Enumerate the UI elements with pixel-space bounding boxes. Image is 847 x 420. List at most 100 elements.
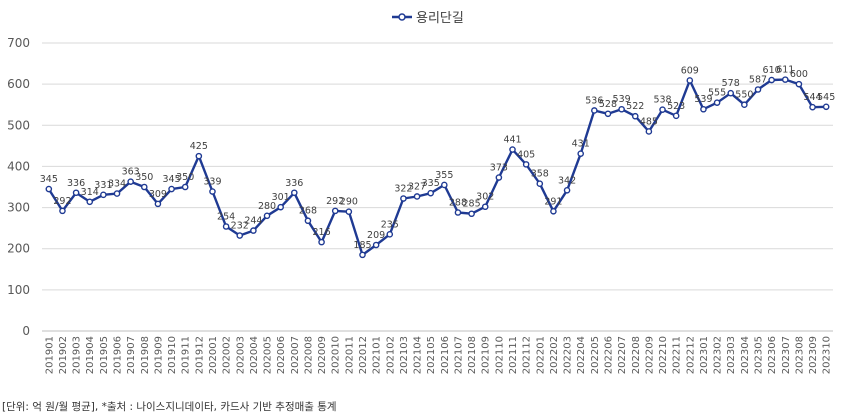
data-label: 290 (340, 197, 358, 208)
x-tick-label: 201910 (167, 336, 178, 374)
data-point (550, 207, 557, 215)
data-point (127, 178, 134, 185)
data-label: 301 (272, 192, 290, 203)
data-point (304, 217, 312, 225)
data-point (809, 103, 816, 111)
data-point (768, 76, 775, 84)
gridlines (42, 42, 833, 332)
data-point (263, 212, 271, 220)
x-tick-label: 202107 (453, 336, 464, 374)
data-label: 545 (817, 92, 835, 103)
x-tick-label: 202004 (249, 336, 260, 374)
data-point (618, 105, 625, 113)
x-tick-label: 202009 (317, 336, 328, 374)
data-label: 336 (67, 178, 85, 189)
x-tick-label: 201908 (140, 336, 151, 374)
data-label: 334 (108, 179, 126, 190)
x-tick-label: 202001 (208, 336, 219, 374)
data-point (481, 203, 489, 211)
data-point (195, 152, 203, 160)
data-label: 335 (422, 178, 440, 189)
data-label: 216 (313, 227, 331, 238)
x-tick-label: 202005 (263, 336, 274, 374)
data-label: 538 (653, 95, 671, 106)
data-label: 292 (53, 196, 71, 207)
data-label: 485 (640, 116, 658, 127)
data-label: 350 (135, 172, 153, 183)
data-point (713, 99, 721, 106)
data-label: 544 (803, 92, 821, 103)
x-tick-label: 202105 (426, 336, 437, 374)
x-tick-label: 202304 (740, 336, 751, 374)
data-label: 345 (162, 174, 180, 185)
x-tick-label: 201905 (99, 336, 110, 374)
data-point (604, 110, 612, 118)
legend-label: 용리단길 (416, 11, 464, 26)
data-point (822, 103, 830, 111)
x-tick-label: 201901 (44, 336, 55, 374)
x-tick-label: 202308 (794, 336, 805, 374)
x-tick-label: 202303 (726, 336, 737, 374)
data-point (795, 80, 803, 88)
data-label: 373 (490, 163, 508, 174)
data-label: 528 (599, 99, 617, 110)
data-label: 441 (503, 135, 521, 146)
data-label: 314 (81, 187, 99, 198)
x-tick-label: 202112 (522, 336, 533, 374)
data-point (631, 112, 639, 120)
data-point (522, 161, 530, 168)
data-point (727, 89, 735, 97)
x-tick-label: 202106 (440, 336, 451, 374)
y-tick-label: 100 (7, 283, 30, 297)
y-tick-label: 300 (7, 201, 30, 215)
data-point (250, 227, 257, 234)
data-point (591, 107, 598, 114)
x-tick-label: 202211 (672, 336, 683, 374)
y-tick-label: 500 (7, 118, 30, 132)
data-point (659, 106, 666, 113)
x-tick-label: 202212 (685, 336, 696, 374)
data-label: 342 (558, 175, 576, 186)
data-point (413, 193, 421, 200)
data-label: 600 (790, 69, 808, 80)
data-label: 536 (585, 95, 603, 106)
data-point (386, 231, 394, 238)
data-label: 609 (681, 65, 699, 76)
data-point (291, 189, 298, 197)
x-axis-ticks: 201901 201902 201903 201904 201905 201906 2019… (44, 336, 832, 374)
data-label: 302 (476, 192, 494, 203)
x-tick-label: 202010 (331, 336, 342, 374)
data-label: 431 (572, 139, 590, 150)
data-label: 232 (231, 221, 249, 232)
x-tick-label: 202302 (713, 336, 724, 374)
x-tick-label: 201906 (113, 336, 124, 374)
data-point (277, 203, 284, 211)
data-label: 587 (749, 74, 767, 85)
data-point (495, 174, 503, 181)
data-point (441, 181, 448, 189)
data-point (331, 207, 339, 215)
data-point (536, 180, 544, 188)
data-label: 291 (544, 196, 562, 207)
data-point (86, 198, 94, 206)
series-line (47, 78, 827, 257)
data-points (45, 76, 830, 259)
data-label: 405 (517, 149, 535, 160)
data-point (168, 185, 175, 193)
data-label: 355 (435, 170, 453, 181)
data-label: 539 (694, 94, 712, 105)
x-tick-label: 202002 (222, 336, 233, 374)
data-point (427, 189, 434, 197)
data-label: 611 (776, 65, 794, 76)
x-tick-label: 202110 (494, 336, 505, 374)
data-point (154, 200, 162, 208)
data-point (181, 183, 189, 191)
data-point (741, 101, 748, 109)
data-point (645, 128, 653, 135)
x-tick-label: 202109 (481, 336, 492, 374)
footnote: [단위: 억 원/월 평균], *출처 : 나이스지니데이타, 카드사 기반 추… (2, 401, 337, 413)
data-point (359, 251, 366, 259)
data-point (672, 112, 680, 120)
data-label: 336 (285, 178, 303, 189)
x-tick-label: 202103 (399, 336, 410, 374)
